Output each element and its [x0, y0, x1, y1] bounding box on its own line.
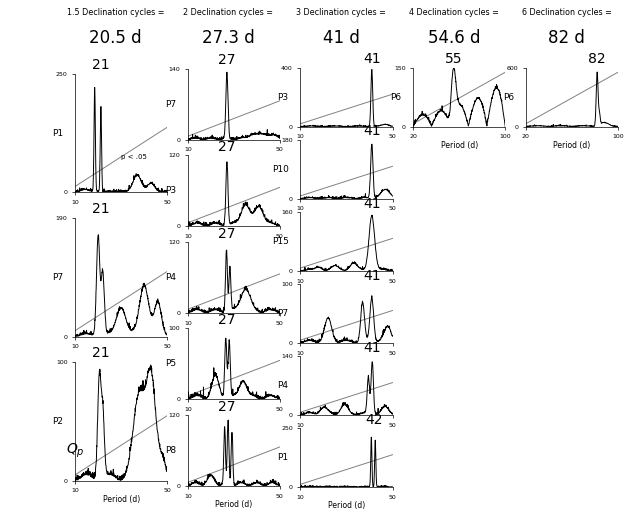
Text: 82: 82 [588, 52, 606, 66]
Text: 41: 41 [363, 196, 381, 211]
Text: 41 d: 41 d [323, 29, 359, 47]
Text: 27: 27 [218, 227, 235, 241]
Text: 82 d: 82 d [548, 29, 585, 47]
Text: 41: 41 [363, 341, 381, 355]
Text: 20.5 d: 20.5 d [90, 29, 142, 47]
Text: P7: P7 [277, 309, 289, 318]
Text: P8: P8 [165, 446, 176, 455]
Text: P1: P1 [52, 129, 63, 138]
Text: 2 Declination cycles =: 2 Declination cycles = [183, 8, 274, 17]
Text: P6: P6 [503, 93, 514, 102]
Text: P7: P7 [52, 273, 63, 282]
Text: P10: P10 [272, 165, 289, 174]
Text: P4: P4 [277, 381, 289, 390]
Text: 21: 21 [91, 346, 110, 360]
Text: 21: 21 [91, 202, 110, 216]
Text: P7: P7 [165, 100, 176, 109]
X-axis label: Period (d): Period (d) [553, 140, 590, 150]
Text: 6 Declination cycles =: 6 Declination cycles = [521, 8, 612, 17]
Text: 4 Declination cycles =: 4 Declination cycles = [409, 8, 499, 17]
Text: p < .05: p < .05 [121, 154, 147, 160]
Text: P3: P3 [277, 93, 289, 102]
Text: $Q_p$: $Q_p$ [66, 441, 85, 460]
X-axis label: Period (d): Period (d) [215, 500, 252, 509]
Text: 27: 27 [218, 400, 235, 414]
Text: 41: 41 [363, 269, 381, 282]
Text: 41: 41 [363, 52, 381, 66]
Text: 3 Declination cycles =: 3 Declination cycles = [296, 8, 386, 17]
Text: 1.5 Declination cycles =: 1.5 Declination cycles = [67, 8, 165, 17]
Text: 27.3 d: 27.3 d [202, 29, 255, 47]
X-axis label: Period (d): Period (d) [103, 495, 140, 504]
Text: 21: 21 [91, 58, 110, 72]
Text: 55: 55 [444, 52, 462, 66]
Text: P15: P15 [272, 237, 289, 246]
Text: 27: 27 [218, 313, 235, 327]
Text: P5: P5 [165, 359, 176, 369]
Text: P1: P1 [277, 453, 289, 462]
Text: P6: P6 [390, 93, 401, 102]
Text: P4: P4 [165, 273, 176, 282]
Text: 41: 41 [363, 125, 381, 138]
Text: 54.6 d: 54.6 d [428, 29, 480, 47]
Text: P3: P3 [165, 186, 176, 195]
Text: 42: 42 [366, 413, 383, 427]
Text: P2: P2 [52, 417, 63, 426]
Text: 27: 27 [218, 53, 235, 68]
X-axis label: Period (d): Period (d) [441, 140, 478, 150]
X-axis label: Period (d): Period (d) [328, 501, 365, 509]
Text: 27: 27 [218, 140, 235, 154]
